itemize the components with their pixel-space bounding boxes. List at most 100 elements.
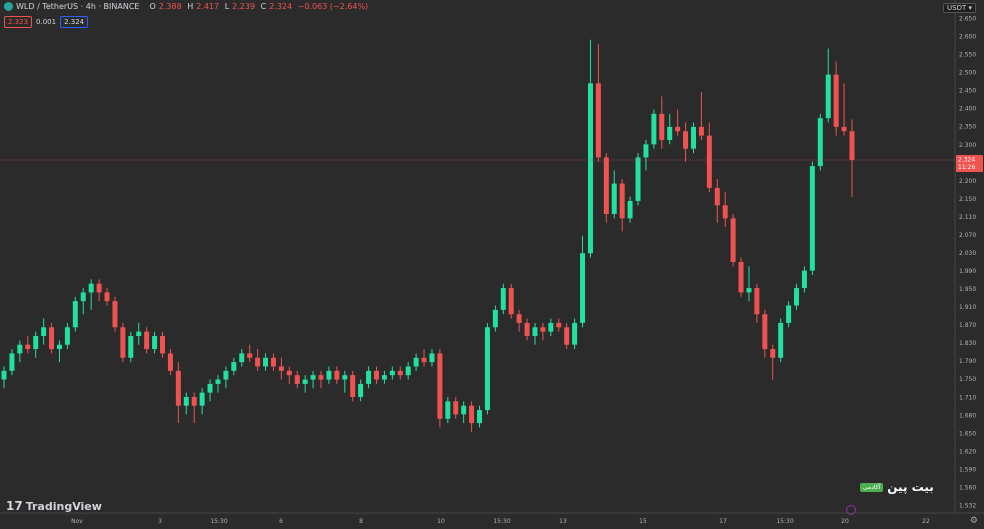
price-tick-label: 1.870 <box>959 322 976 329</box>
candle <box>278 357 284 380</box>
candle <box>659 96 665 149</box>
price-tick-label: 1.532 <box>959 503 976 510</box>
candle <box>580 235 586 328</box>
academy-badge: آکادمی <box>860 482 884 492</box>
candle <box>532 322 538 345</box>
time-tick-label: 15:30 <box>493 518 510 525</box>
price-axis[interactable]: 2.650 2.600 2.550 2.500 2.450 2.400 2.350 2.300… <box>954 0 984 529</box>
change-value: −0.063 (−2.64%) <box>297 2 369 11</box>
candle <box>651 109 657 149</box>
time-tick-label: 17 <box>719 518 727 525</box>
price-tick-label: 2.200 <box>959 178 976 185</box>
time-axis[interactable]: Nov 3 15:30 6 8 10 15:30 13 15 17 15:30 20 22 <box>0 512 984 525</box>
price-tick-label: 2.550 <box>959 52 976 59</box>
last-price-label: 2.324 <box>958 157 975 164</box>
candle <box>207 379 213 402</box>
sell-button[interactable]: 2.323 <box>4 16 33 28</box>
price-tick-label: 2.150 <box>959 196 976 203</box>
price-tick-label: 1.990 <box>959 268 976 275</box>
candle <box>247 344 253 363</box>
candle <box>358 379 364 402</box>
settings-gear-icon[interactable]: ⚙ <box>969 516 978 526</box>
candle <box>722 192 728 228</box>
candle <box>25 335 31 354</box>
candle <box>587 39 593 258</box>
price-tick-label: 1.680 <box>959 412 976 419</box>
candle <box>778 318 784 363</box>
candles <box>1 39 855 432</box>
price-tick-label: 1.790 <box>959 358 976 365</box>
candle <box>9 349 15 376</box>
price-tick-label: 2.600 <box>959 34 976 41</box>
candle <box>167 349 173 376</box>
candle <box>397 366 403 380</box>
candle <box>64 322 70 350</box>
candle <box>437 349 443 428</box>
price-tick-label: 2.400 <box>959 106 976 113</box>
candle <box>136 322 142 345</box>
symbol-label[interactable]: WLD / TetherUS · 4h · BINANCE <box>16 2 140 11</box>
candle <box>80 288 86 315</box>
candle <box>508 283 514 319</box>
candle <box>191 392 197 424</box>
candle <box>738 257 744 297</box>
open-label: O <box>149 2 156 11</box>
candle <box>603 153 609 223</box>
price-tick-label: 1.710 <box>959 394 976 401</box>
candle <box>318 370 324 389</box>
candle <box>104 288 110 306</box>
candle <box>334 366 340 384</box>
candle <box>619 179 625 232</box>
candle <box>667 113 673 145</box>
close-label: C <box>260 2 267 11</box>
candle <box>746 266 752 302</box>
candle <box>215 375 221 393</box>
high-value: 2.417 <box>196 2 220 11</box>
candle <box>564 322 570 350</box>
buy-button[interactable]: 2.324 <box>60 16 89 28</box>
candle <box>33 331 39 358</box>
price-tick-label: 2.110 <box>959 214 976 221</box>
price-tick-label: 1.750 <box>959 376 976 383</box>
candle <box>144 327 150 354</box>
candle <box>595 44 601 162</box>
candle <box>96 279 102 302</box>
candle <box>611 170 617 219</box>
price-tick-label: 1.830 <box>959 340 976 347</box>
candle <box>72 296 78 332</box>
candle <box>366 366 372 389</box>
price-tick-label: 2.650 <box>959 16 976 23</box>
candle <box>183 392 189 415</box>
candle <box>421 349 427 367</box>
price-tick-label: 1.910 <box>959 304 976 311</box>
candle <box>801 266 807 293</box>
candle <box>199 388 205 415</box>
tradingview-logo[interactable]: 17 TradingView <box>6 499 102 513</box>
price-tick-label: 2.030 <box>959 250 976 257</box>
candle <box>484 322 490 415</box>
time-tick-label: 8 <box>359 518 363 525</box>
candle <box>556 318 562 332</box>
flash-icon[interactable] <box>846 505 856 515</box>
chart-header: WLD / TetherUS · 4h · BINANCE O 2.388 H 2.… <box>4 2 371 11</box>
candle <box>88 279 94 310</box>
candle <box>326 366 332 384</box>
time-tick-label: 22 <box>922 518 930 525</box>
candle <box>500 283 506 315</box>
price-tick-label: 2.500 <box>959 70 976 77</box>
candle <box>786 301 792 328</box>
candle <box>453 396 459 419</box>
candle <box>690 122 696 154</box>
candle <box>112 296 118 332</box>
candle <box>49 322 55 354</box>
wld-coin-icon <box>4 2 13 11</box>
candle <box>239 349 245 367</box>
candle <box>160 331 166 358</box>
open-value: 2.388 <box>158 2 182 11</box>
candle <box>477 405 483 428</box>
candle <box>342 370 348 393</box>
currency-selector[interactable]: USDT ▾ <box>943 3 976 13</box>
candle <box>762 309 768 358</box>
